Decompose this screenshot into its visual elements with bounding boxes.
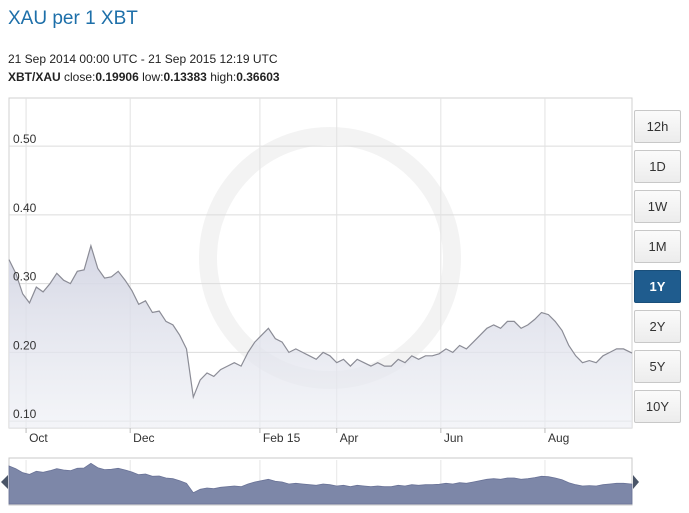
series-area (9, 245, 632, 428)
range-button-1w[interactable]: 1W (634, 190, 681, 223)
low-label: low: (142, 70, 164, 84)
chart-title: XAU per 1 XBT (8, 8, 138, 29)
y-tick-label: 0.10 (13, 407, 37, 421)
y-tick-label: 0.40 (13, 201, 37, 215)
range-button-10y[interactable]: 10Y (634, 390, 681, 423)
series-line (8, 243, 633, 400)
range-button-5y[interactable]: 5Y (634, 350, 681, 383)
range-button-2y[interactable]: 2Y (634, 310, 681, 343)
y-tick-labels: 0.10 0.20 0.30 0.40 0.50 (13, 132, 37, 421)
high-value: 0.36603 (236, 70, 280, 84)
low-value: 0.13383 (163, 70, 207, 84)
x-tick-label: Jun (444, 431, 463, 445)
navigator-right-handle[interactable] (633, 475, 639, 489)
pair-label: XBT/XAU (8, 70, 61, 84)
close-label: close: (64, 70, 96, 84)
navigator-area (8, 462, 633, 505)
stats-line: XBT/XAU close:0.19906 low:0.13383 high:0… (8, 70, 280, 84)
x-tick-label: Feb 15 (263, 431, 301, 445)
x-tick-label: Apr (340, 431, 359, 445)
navigator[interactable] (1, 457, 639, 506)
y-tick-label: 0.30 (13, 270, 37, 284)
close-value: 0.19906 (95, 70, 139, 84)
y-tick-label: 0.50 (13, 132, 37, 146)
y-tick-label: 0.20 (13, 338, 37, 352)
x-tick-label: Oct (29, 431, 48, 445)
date-range: 21 Sep 2014 00:00 UTC - 21 Sep 2015 12:1… (8, 52, 278, 66)
navigator-left-handle[interactable] (1, 475, 8, 489)
x-tick-labels: Oct Dec Feb 15 Apr Jun Aug (29, 431, 569, 445)
range-button-1y[interactable]: 1Y (634, 270, 681, 303)
range-button-12h[interactable]: 12h (634, 110, 681, 143)
x-tick-label: Dec (133, 431, 154, 445)
range-button-1d[interactable]: 1D (634, 150, 681, 183)
high-label: high: (210, 70, 237, 84)
range-button-1m[interactable]: 1M (634, 230, 681, 263)
x-tick-label: Aug (548, 431, 569, 445)
